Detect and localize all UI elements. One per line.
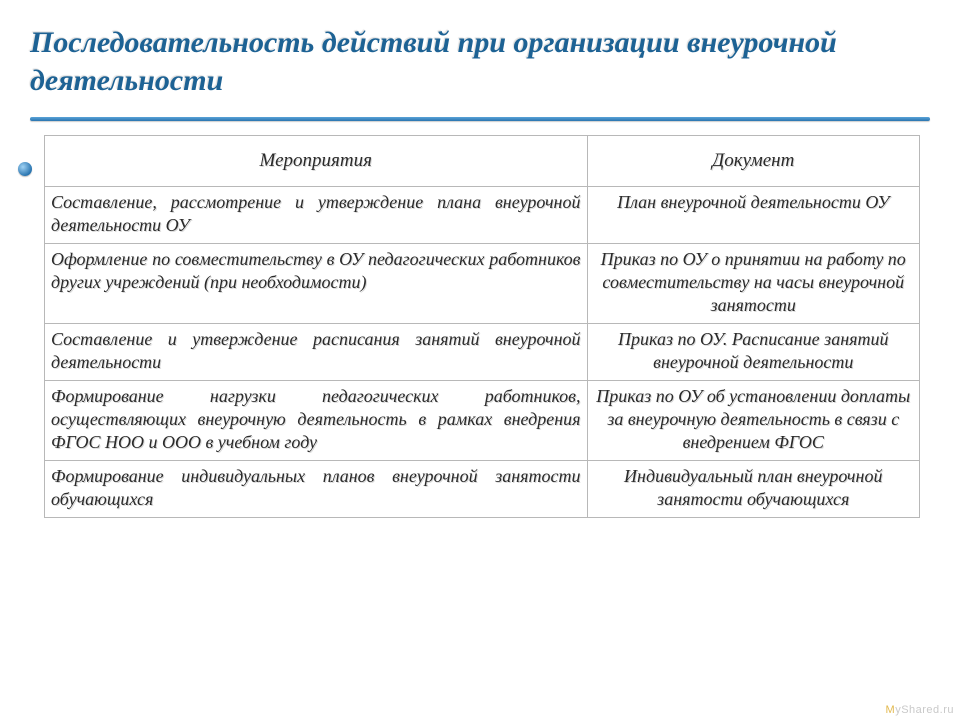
watermark: MyShared.ru [886,704,954,716]
table-header-row: Мероприятия Документ [45,136,920,187]
cell-document: Приказ по ОУ о принятии на работу по сов… [587,244,920,324]
table-row: Формирование индивидуальных планов внеур… [45,461,920,518]
watermark-rest: yShared.ru [895,704,954,716]
col-header-document: Документ [587,136,920,187]
page-title: Последовательность действий при организа… [30,24,930,99]
cell-activity: Формирование нагрузки педагогических раб… [45,381,588,461]
title-divider [30,117,930,121]
cell-activity: Составление и утверждение расписания зан… [45,324,588,381]
cell-document: Приказ по ОУ. Расписание занятий внеуроч… [587,324,920,381]
table-row: Оформление по совместительству в ОУ педа… [45,244,920,324]
cell-document: План внеурочной деятельности ОУ [587,187,920,244]
watermark-prefix: M [886,704,896,716]
activities-table: Мероприятия Документ Составление, рассмо… [44,135,920,518]
col-header-activities: Мероприятия [45,136,588,187]
cell-activity: Составление, рассмотрение и утверждение … [45,187,588,244]
cell-activity: Формирование индивидуальных планов внеур… [45,461,588,518]
cell-activity: Оформление по совместительству в ОУ педа… [45,244,588,324]
cell-document: Приказ по ОУ об установлении доплаты за … [587,381,920,461]
table-row: Формирование нагрузки педагогических раб… [45,381,920,461]
table-row: Составление и утверждение расписания зан… [45,324,920,381]
cell-document: Индивидуальный план внеурочной занятости… [587,461,920,518]
table-row: Составление, рассмотрение и утверждение … [45,187,920,244]
bullet-icon [18,162,32,176]
